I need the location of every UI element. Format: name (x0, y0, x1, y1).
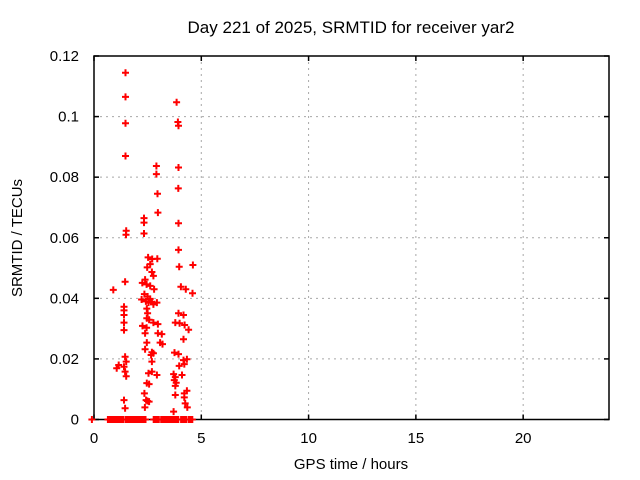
x-tick-label: 0 (90, 430, 98, 447)
plot-border (93, 55, 610, 421)
y-tick-label: 0.08 (50, 169, 79, 186)
x-tick-label: 10 (300, 430, 317, 447)
x-axis-label: GPS time / hours (294, 456, 408, 473)
x-tick-label: 5 (197, 430, 205, 447)
tick-label-layer: 0 5 10 15 20 0 0.02 0.04 0.06 0.08 0.1 0.12 (50, 48, 532, 447)
plot-border-and-ticks (93, 55, 610, 421)
x-tick-label: 20 (515, 430, 532, 447)
data-layer (88, 69, 197, 423)
y-axis-label: SRMTID / TECUs (9, 179, 26, 297)
y-tick-label: 0.1 (58, 109, 79, 126)
data-point-markers (109, 69, 197, 416)
y-tick-label: 0.04 (50, 290, 79, 307)
chart-title: Day 221 of 2025, SRMTID for receiver yar… (188, 18, 515, 37)
y-tick-label: 0.02 (50, 351, 79, 368)
y-tick-label: 0.12 (50, 48, 79, 65)
grid-layer (94, 56, 609, 420)
zero-value-band-markers (88, 416, 196, 423)
y-tick-label: 0.06 (50, 230, 79, 247)
y-tick-label: 0 (71, 412, 79, 429)
x-tick-label: 15 (408, 430, 425, 447)
